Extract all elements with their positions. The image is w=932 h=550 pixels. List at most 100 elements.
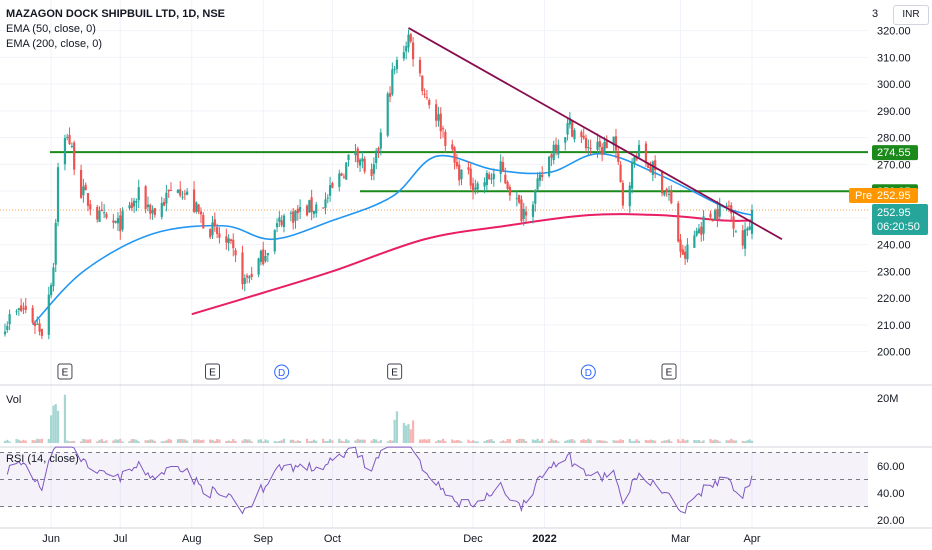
candle-body	[552, 144, 555, 161]
volume-bar	[105, 440, 108, 443]
ema200-legend[interactable]: EMA (200, close, 0)	[6, 38, 102, 50]
volume-bar	[469, 441, 472, 443]
volume-bar	[453, 440, 456, 443]
candle-body	[24, 305, 27, 311]
last-price-badge: 252.95	[877, 207, 911, 219]
volume-bar	[660, 441, 664, 443]
candle-body	[312, 210, 316, 215]
time-tick-label: 2022	[532, 533, 556, 545]
volume-bar	[483, 441, 486, 443]
price-tick-label: 220.00	[877, 293, 911, 305]
time-axis[interactable]: Jun Jul Aug Sep Oct Dec 2022 Mar Apr	[42, 533, 761, 545]
price-tick-label: 270.00	[877, 159, 911, 171]
candle-body	[617, 153, 620, 162]
volume-bar	[458, 440, 461, 443]
volume-bar	[506, 438, 509, 443]
currency-button[interactable]: INR	[893, 5, 929, 25]
volume-bar	[331, 440, 334, 443]
volume-bar	[202, 439, 205, 443]
candle-body	[146, 204, 150, 208]
volume-bar	[488, 439, 491, 443]
volume-bar	[709, 438, 712, 443]
volume-bar	[508, 439, 512, 443]
ema50-legend[interactable]: EMA (50, close, 0)	[6, 23, 96, 35]
candlesticks	[3, 29, 754, 340]
trendline[interactable]	[408, 27, 783, 241]
volume-bar	[557, 441, 560, 443]
rsi-line	[6, 446, 753, 515]
volume-bar	[56, 410, 60, 443]
candle-body	[278, 217, 281, 222]
candle-body	[573, 130, 576, 140]
candle-body	[15, 311, 18, 313]
candle-body	[186, 191, 189, 195]
candle-body	[40, 329, 43, 336]
horizontal-levels[interactable]	[0, 151, 868, 211]
candle-body	[469, 168, 472, 186]
ema200-line	[191, 213, 753, 316]
volume-bar	[411, 420, 415, 443]
candle-body	[128, 205, 131, 209]
candle-body	[105, 213, 108, 218]
price-axis[interactable]: 3200.00210.00220.00230.00240.00250.00260…	[872, 8, 911, 359]
symbol-title[interactable]: MAZAGON DOCK SHIPBUIL LTD, 1D, NSE	[6, 8, 225, 20]
candle-body	[612, 136, 615, 146]
candle-body	[229, 239, 233, 242]
volume-bar	[183, 439, 186, 443]
candle-body	[596, 141, 599, 150]
volume-bar	[289, 439, 292, 443]
candle-body	[179, 189, 182, 196]
rsi-label[interactable]: RSI (14, close)	[6, 453, 79, 465]
volume-bar	[128, 441, 131, 443]
candle-body	[135, 201, 138, 203]
earnings-marker	[387, 363, 403, 380]
candle-body	[259, 250, 263, 262]
candle-body	[181, 196, 184, 198]
candle-body	[743, 229, 747, 249]
volume-bar	[684, 440, 687, 443]
candle-body	[554, 144, 558, 152]
candle-body	[702, 216, 705, 234]
candle-body	[485, 172, 488, 185]
volume-bar	[338, 438, 341, 443]
time-tick-label: Aug	[182, 533, 202, 545]
volume-bar	[700, 441, 703, 443]
candle-body	[3, 331, 7, 335]
candle-body	[741, 230, 744, 246]
volume-bar	[70, 441, 73, 443]
candle-body	[665, 188, 668, 193]
volume-bar	[601, 440, 604, 443]
candle-body	[518, 195, 521, 203]
volume-bar	[278, 440, 281, 443]
pre-badge-value: 252.95	[877, 190, 911, 202]
candle-body	[209, 229, 212, 238]
rsi-pane: 20.00 40.00 60.00	[0, 446, 905, 527]
candle-body	[227, 238, 230, 243]
candle-body	[499, 161, 502, 174]
volume-label[interactable]: Vol	[6, 394, 22, 406]
candle-body	[79, 169, 83, 198]
volume-bar	[342, 441, 346, 443]
volume-bar	[79, 441, 83, 443]
volume-bar	[137, 441, 140, 443]
last-price-badge-bg	[872, 203, 928, 235]
volume-bar	[372, 438, 375, 443]
volume-bar	[677, 439, 680, 443]
rsi-tick-label: 60.00	[877, 461, 905, 473]
volume-bar	[504, 441, 507, 443]
volume-bar	[492, 440, 495, 443]
volume-bar	[54, 404, 57, 443]
candle-body	[331, 183, 334, 188]
candle-body	[73, 142, 76, 170]
candle-body	[684, 251, 687, 259]
volume-bar	[405, 425, 408, 443]
candle-body	[725, 205, 728, 208]
candle-body	[324, 199, 327, 209]
candle-body	[282, 215, 286, 228]
candle-body	[460, 169, 463, 180]
candle-body	[280, 220, 283, 226]
volume-bar	[308, 441, 311, 443]
volume-bar	[647, 440, 650, 443]
